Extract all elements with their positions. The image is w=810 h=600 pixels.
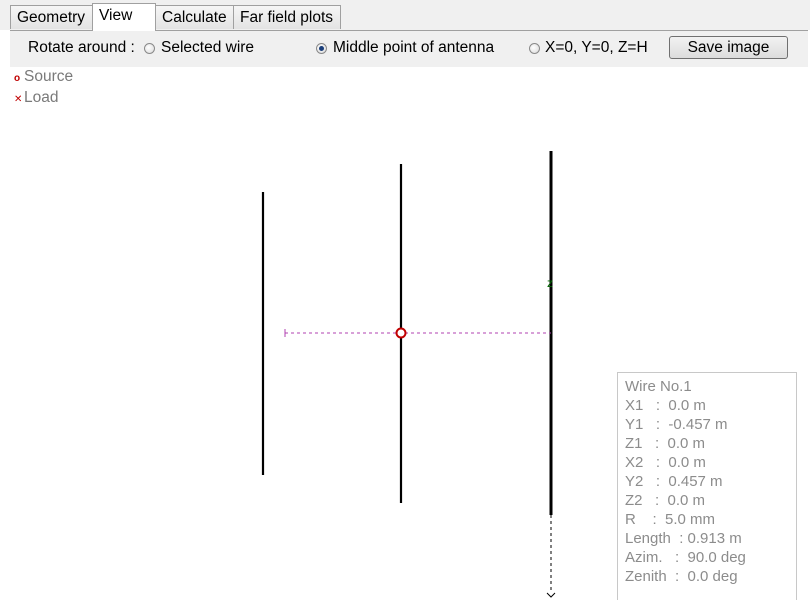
legend-source: o Source — [14, 68, 73, 86]
save-image-button[interactable]: Save image — [669, 36, 788, 59]
wire-info-radius: R : 5.0 mm — [625, 511, 716, 528]
radio-origin-h[interactable] — [529, 43, 540, 54]
radio-origin-h-label[interactable]: X=0, Y=0, Z=H — [545, 39, 648, 56]
z-axis-arrow-icon — [546, 592, 556, 598]
wire-info-azimuth: Azim. : 90.0 deg — [625, 549, 746, 566]
legend-source-label: Source — [24, 68, 74, 85]
source-marker-icon: o — [14, 73, 21, 84]
axis-label-z: z — [547, 276, 553, 290]
tab-far-field-plots[interactable]: Far field plots — [233, 5, 341, 29]
wire-info-x1: X1 : 0.0 m — [625, 397, 706, 414]
tab-calculate[interactable]: Calculate — [155, 5, 234, 29]
radio-selected-wire-label[interactable]: Selected wire — [161, 39, 255, 56]
load-marker-icon: ✕ — [14, 94, 23, 105]
legend-load-label: Load — [24, 89, 59, 106]
tab-geometry[interactable]: Geometry — [10, 5, 93, 29]
wire-info-z1: Z1 : 0.0 m — [625, 435, 706, 452]
antenna-canvas[interactable]: o Source ✕ Load z Wire No.1 X1 : 0.0 m — [10, 67, 810, 600]
radio-middle-point[interactable] — [316, 43, 327, 54]
wire-info-y1: Y1 : -0.457 m — [625, 416, 728, 433]
wire-info-y2: Y2 : 0.457 m — [625, 473, 723, 490]
view-toolbar: Rotate around : Selected wire Middle poi… — [10, 30, 808, 67]
tab-view[interactable]: View — [92, 3, 156, 31]
tab-strip: Geometry View Calculate Far field plots — [0, 0, 810, 31]
rotate-around-label: Rotate around : — [28, 39, 135, 56]
source-marker[interactable] — [395, 327, 407, 339]
wire-info-x2: X2 : 0.0 m — [625, 454, 706, 471]
left-margin — [0, 30, 10, 600]
wire-info-length: Length : 0.913 m — [625, 530, 742, 547]
wire-info-panel: Wire No.1 X1 : 0.0 m Y1 : -0.457 m Z1 : … — [617, 372, 797, 600]
wire-info-zenith: Zenith : 0.0 deg — [625, 568, 738, 585]
wire-info-title: Wire No.1 — [625, 378, 692, 395]
legend-load: ✕ Load — [14, 89, 58, 107]
radio-selected-wire[interactable] — [144, 43, 155, 54]
radio-middle-point-label[interactable]: Middle point of antenna — [333, 39, 495, 56]
wire-info-z2: Z2 : 0.0 m — [625, 492, 706, 509]
antenna-drawing: z — [261, 151, 556, 598]
